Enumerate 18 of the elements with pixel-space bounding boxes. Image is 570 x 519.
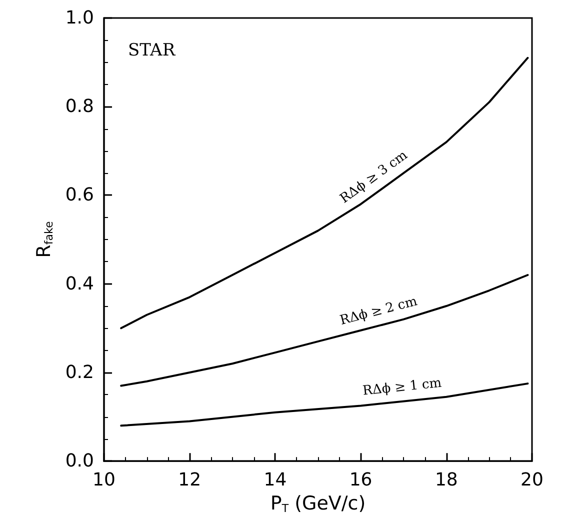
text: RΔϕ ≥ 1 cm [362,376,442,399]
x-tick-label: 14 [264,470,287,491]
annotation: STAR [128,40,176,60]
x-tick-label: 16 [349,470,372,491]
line-series [120,56,529,330]
y-tick-label: 0.4 [65,273,94,294]
y-tick-label: 1.0 [65,8,94,28]
x-tick-label: 18 [434,470,458,491]
y-tick-label: 0.2 [65,362,94,383]
y-tick-label: 0.6 [65,184,94,206]
x-tick-label: 12 [178,470,202,491]
x-tick-label: 20 [520,470,544,491]
y-tick-label: 0.8 [65,96,94,118]
y-axis-title: Rfake [32,221,56,258]
y-tick-label: 0.0 [65,450,94,472]
text: RΔϕ ≥ 3 cm [338,148,410,207]
x-tick-label: 10 [92,470,116,491]
text: RΔϕ ≥ 2 cm [338,294,419,328]
